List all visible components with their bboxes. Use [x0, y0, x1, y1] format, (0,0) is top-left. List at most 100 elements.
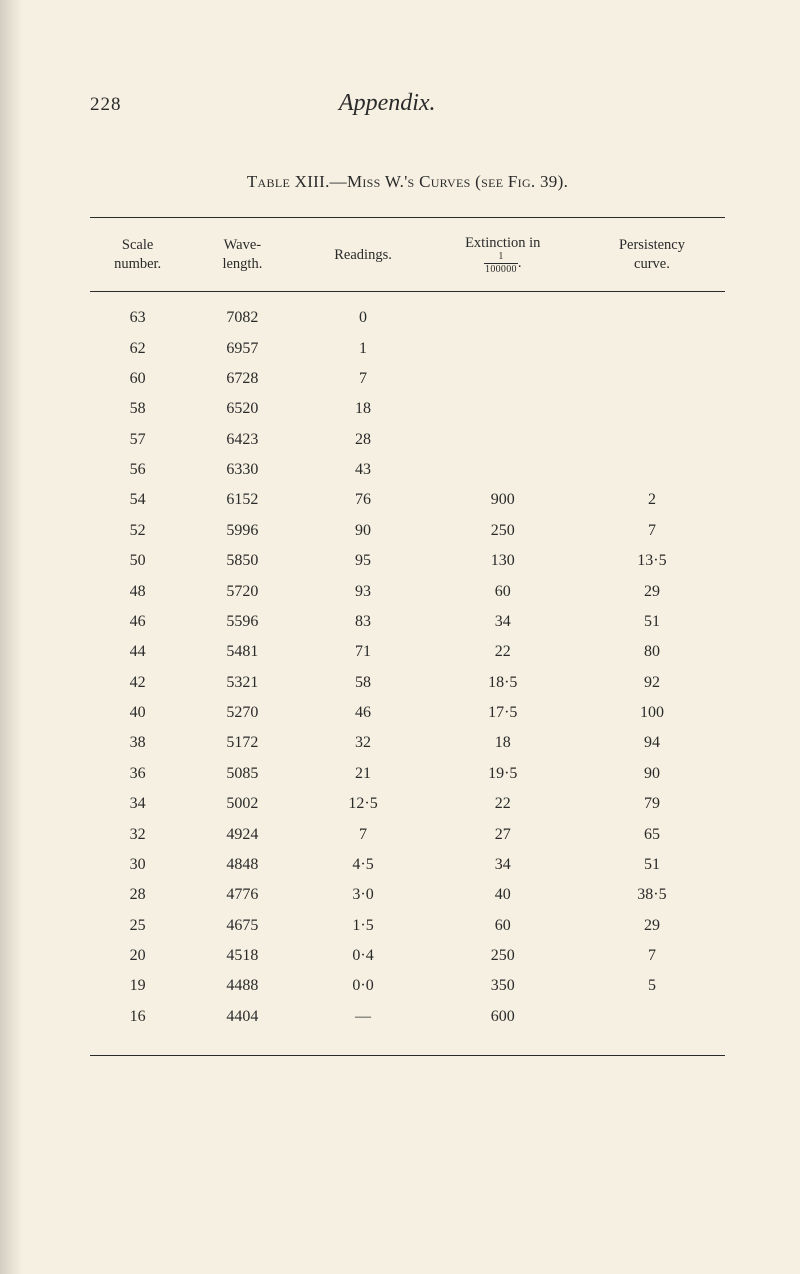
cell-pers [579, 292, 725, 334]
cell-wave: 6957 [185, 333, 299, 363]
cell-pers: 90 [579, 759, 725, 789]
cell-pers: 65 [579, 819, 725, 849]
cell-wave: 5002 [185, 789, 299, 819]
cell-scale: 58 [90, 394, 185, 424]
fraction-denominator: 100000 [484, 264, 518, 275]
cell-ext: 60 [427, 910, 579, 940]
cell-scale: 34 [90, 789, 185, 819]
cell-ext: 19·5 [427, 759, 579, 789]
cell-ext: 600 [427, 1002, 579, 1051]
cell-wave: 6520 [185, 394, 299, 424]
cell-scale: 28 [90, 880, 185, 910]
cell-scale: 44 [90, 637, 185, 667]
cell-read: 28 [300, 424, 427, 454]
cell-read: 71 [300, 637, 427, 667]
cell-read: 90 [300, 516, 427, 546]
col-pers-line1: Persistency [619, 237, 685, 253]
cell-pers [579, 1002, 725, 1051]
page-title: Appendix. [82, 90, 694, 117]
cell-scale: 36 [90, 759, 185, 789]
cell-pers: 38·5 [579, 880, 725, 910]
cell-read: 46 [300, 698, 427, 728]
cell-read: 12·5 [300, 789, 427, 819]
caption-prefix: Table [247, 172, 290, 191]
cell-ext: 17·5 [427, 698, 579, 728]
cell-ext: 130 [427, 546, 579, 576]
cell-ext: 34 [427, 850, 579, 880]
caption-numeral: XIII. [295, 172, 330, 191]
cell-pers: 7 [579, 941, 725, 971]
table-row: 57642328 [90, 424, 725, 454]
cell-wave: 5321 [185, 667, 299, 697]
cell-ext: 22 [427, 789, 579, 819]
cell-wave: 5085 [185, 759, 299, 789]
table-row: 6067287 [90, 364, 725, 394]
table-row: 485720936029 [90, 576, 725, 606]
cell-scale: 25 [90, 910, 185, 940]
table-row: 58652018 [90, 394, 725, 424]
cell-scale: 46 [90, 607, 185, 637]
col-wave-line1: Wave- [224, 237, 261, 253]
cell-wave: 5720 [185, 576, 299, 606]
col-scale-header: Scale number. [90, 218, 185, 292]
cell-ext: 34 [427, 607, 579, 637]
cell-pers [579, 394, 725, 424]
cell-wave: 4488 [185, 971, 299, 1001]
cell-ext: 900 [427, 485, 579, 515]
cell-scale: 40 [90, 698, 185, 728]
cell-pers: 79 [579, 789, 725, 819]
cell-wave: 4776 [185, 880, 299, 910]
page-container: 228 Appendix. Table XIII.—Miss W.'s Curv… [0, 0, 800, 1274]
cell-ext [427, 455, 579, 485]
cell-scale: 63 [90, 292, 185, 334]
cell-ext [427, 394, 579, 424]
table-row: 4052704617·5100 [90, 698, 725, 728]
cell-read: 95 [300, 546, 427, 576]
cell-read: 0·4 [300, 941, 427, 971]
cell-wave: 5596 [185, 607, 299, 637]
table-row: 2045180·42507 [90, 941, 725, 971]
cell-scale: 50 [90, 546, 185, 576]
cell-ext: 60 [427, 576, 579, 606]
cell-pers: 29 [579, 576, 725, 606]
col-ext-line1: Extinction in [465, 235, 540, 251]
cell-scale: 30 [90, 850, 185, 880]
cell-scale: 32 [90, 819, 185, 849]
col-read-line1: Readings. [334, 247, 392, 263]
cell-read: 76 [300, 485, 427, 515]
cell-pers: 51 [579, 850, 725, 880]
table-row: 6269571 [90, 333, 725, 363]
table-bottom-rule [90, 1055, 725, 1056]
cell-pers: 51 [579, 607, 725, 637]
cell-read: 7 [300, 364, 427, 394]
fraction-numerator: 1 [484, 252, 518, 264]
col-ext-header: Extinction in 1 100000 . [427, 218, 579, 292]
cell-ext [427, 364, 579, 394]
table-row: 2847763·04038·5 [90, 880, 725, 910]
cell-read: — [300, 1002, 427, 1051]
table-row: 385172321894 [90, 728, 725, 758]
cell-wave: 4518 [185, 941, 299, 971]
table-row: 6370820 [90, 292, 725, 334]
cell-pers [579, 364, 725, 394]
cell-scale: 62 [90, 333, 185, 363]
cell-scale: 38 [90, 728, 185, 758]
cell-scale: 52 [90, 516, 185, 546]
cell-wave: 7082 [185, 292, 299, 334]
cell-wave: 5270 [185, 698, 299, 728]
cell-wave: 6728 [185, 364, 299, 394]
cell-pers: 100 [579, 698, 725, 728]
table-row: 465596833451 [90, 607, 725, 637]
cell-read: 3·0 [300, 880, 427, 910]
table-row: 445481712280 [90, 637, 725, 667]
cell-pers [579, 333, 725, 363]
cell-wave: 5481 [185, 637, 299, 667]
col-wave-line2: length. [222, 256, 262, 272]
cell-ext: 250 [427, 941, 579, 971]
cell-wave: 6152 [185, 485, 299, 515]
cell-wave: 6423 [185, 424, 299, 454]
cell-pers: 5 [579, 971, 725, 1001]
cell-ext [427, 333, 579, 363]
col-scale-line2: number. [114, 256, 161, 272]
table-row: 2546751·56029 [90, 910, 725, 940]
